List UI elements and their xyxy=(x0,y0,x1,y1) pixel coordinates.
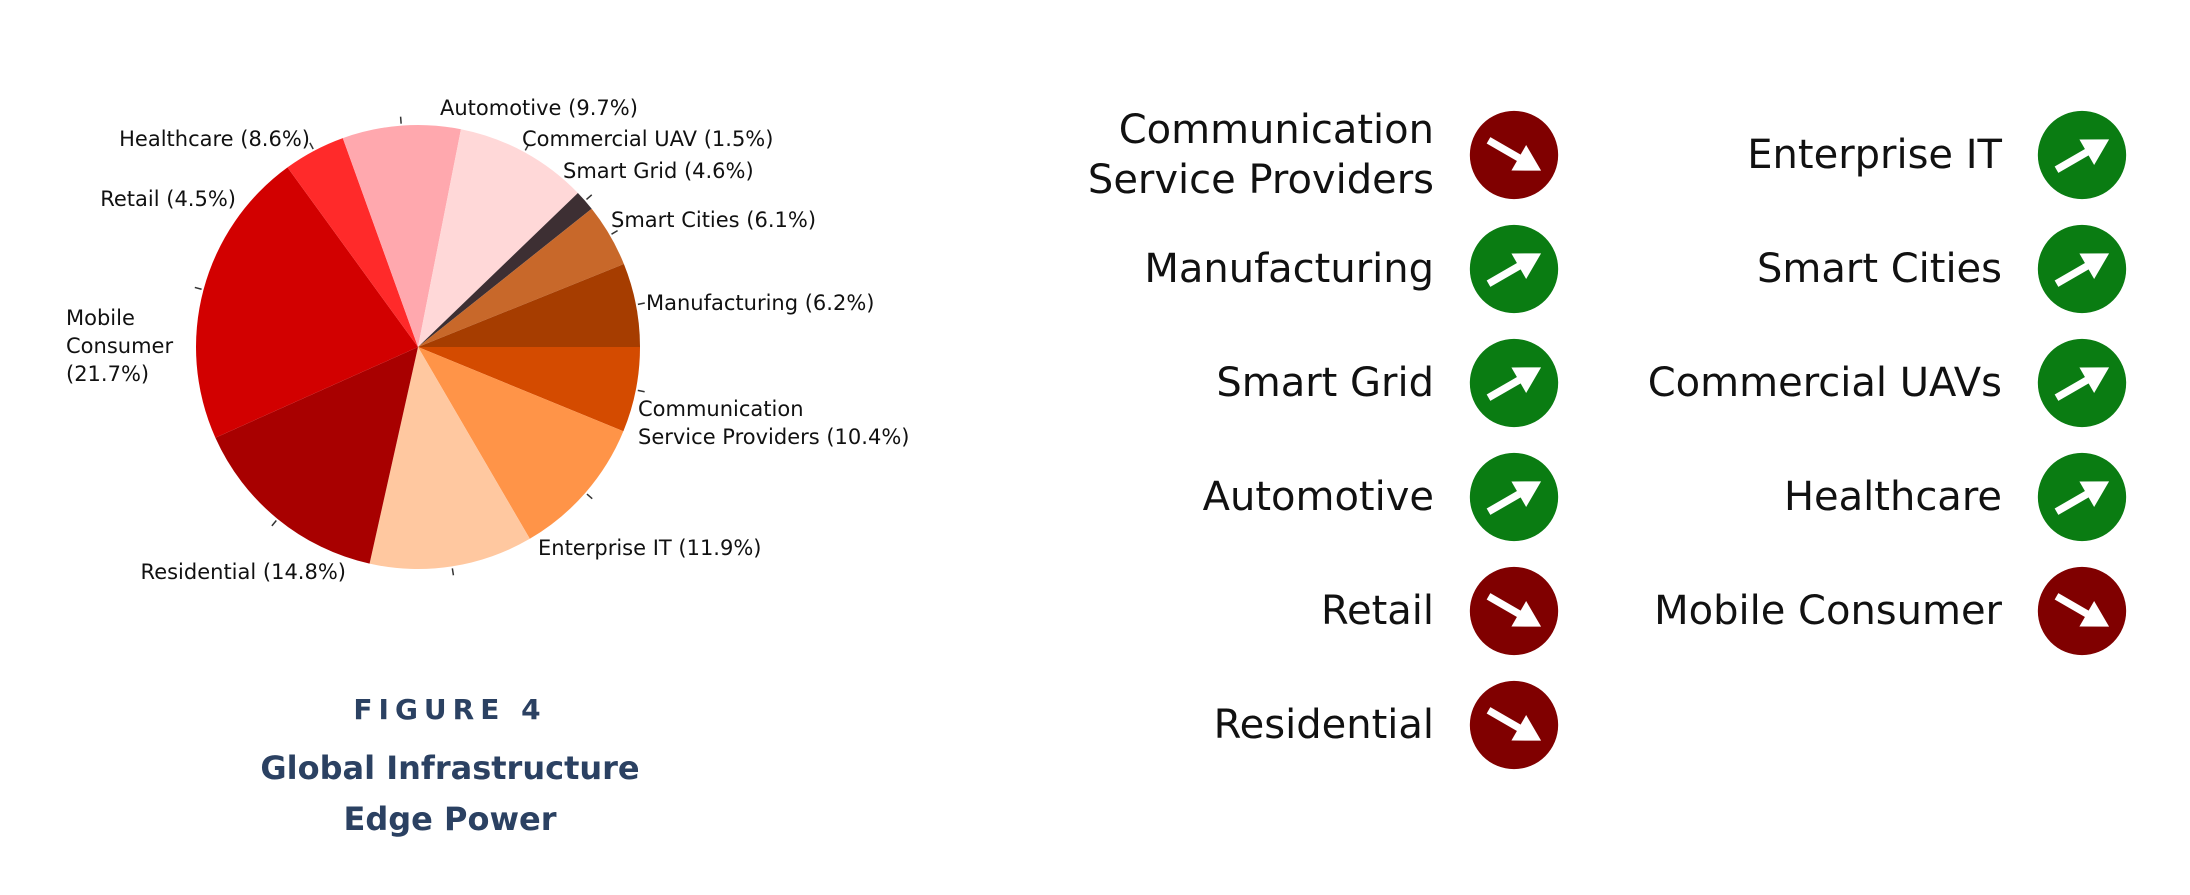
trend-item: Communication Service Providers xyxy=(1088,105,1560,205)
trend-label: Retail xyxy=(1320,588,1434,634)
pie-slice xyxy=(418,129,578,347)
slice-label: Automotive (9.7%) xyxy=(440,96,638,120)
trend-item: Retail xyxy=(1321,561,1560,661)
slice-leader-line xyxy=(194,286,202,290)
arrow-up-right-icon xyxy=(2037,338,2127,428)
trend-item: Mobile Consumer xyxy=(1654,561,2128,661)
slice-label: Communication Service Providers (10.4%) xyxy=(638,397,909,449)
trend-label: Smart Cities xyxy=(1757,246,2002,292)
slice-label: Smart Cities (6.1%) xyxy=(611,208,816,232)
arrow-up-right-icon xyxy=(1469,452,1559,542)
pie-slice xyxy=(196,167,418,438)
arrow-up-right-icon xyxy=(2037,452,2127,542)
arrow-down-right-icon xyxy=(2037,566,2127,656)
slice-leader-line xyxy=(524,143,530,151)
trend-item: Smart Cities xyxy=(1757,219,2128,319)
pie-chart: Manufacturing (6.2%) Communication Service… xyxy=(66,96,909,584)
trend-label: Smart Grid xyxy=(1216,360,1434,406)
slice-label: Healthcare (8.6%) xyxy=(119,127,310,151)
trend-item: Commercial UAVs xyxy=(1648,333,2128,433)
pie-slice xyxy=(287,138,418,347)
slice-label: Retail (4.5%) xyxy=(100,187,236,211)
trend-item: Manufacturing xyxy=(1144,219,1560,319)
trend-label: Manufacturing xyxy=(1144,246,1434,292)
pie-slice xyxy=(418,347,624,539)
slice-leader-line xyxy=(611,230,618,235)
pie-slice xyxy=(215,347,418,564)
slice-label: Enterprise IT (11.9%) xyxy=(538,536,762,560)
arrow-up-right-icon xyxy=(1469,338,1559,428)
pie-slice xyxy=(418,263,640,347)
slice-leader-line xyxy=(586,493,593,500)
pie-slice xyxy=(418,208,624,347)
slice-label: Manufacturing (6.2%) xyxy=(646,291,874,315)
slice-leader-line xyxy=(399,116,402,124)
trend-item: Smart Grid xyxy=(1216,333,1560,433)
arrow-down-right-icon xyxy=(1469,110,1559,200)
slice-leader-line xyxy=(585,194,593,200)
trend-label: Enterprise IT xyxy=(1747,132,2002,178)
trend-item: Healthcare xyxy=(1784,447,2128,547)
arrow-up-right-icon xyxy=(2037,110,2127,200)
slice-label: Smart Grid (4.6%) xyxy=(563,159,754,183)
trend-label: Automotive xyxy=(1202,474,1434,520)
slice-leader-line xyxy=(637,302,645,306)
arrow-up-right-icon xyxy=(2037,224,2127,314)
slice-label: Residential (14.8%) xyxy=(141,560,346,584)
pie-slice xyxy=(418,347,640,432)
pie-slice xyxy=(369,347,530,569)
trend-label: Communication Service Providers xyxy=(1087,107,1434,203)
trend-label: Healthcare xyxy=(1783,474,2002,520)
trend-label: Mobile Consumer xyxy=(1654,588,2002,634)
figure-title: Global Infrastructure Edge Power xyxy=(260,749,640,838)
pie-slice xyxy=(342,124,461,347)
slice-leader-line xyxy=(309,142,314,150)
slice-leader-line xyxy=(451,568,455,576)
pie-slice xyxy=(418,193,592,347)
slice-leader-line xyxy=(271,520,277,527)
trend-label: Commercial UAVs xyxy=(1647,360,2002,406)
trend-item: Automotive xyxy=(1203,447,1560,547)
slice-leader-line xyxy=(637,389,645,393)
arrow-up-right-icon xyxy=(1469,224,1559,314)
slice-label: Commercial UAV (1.5%) xyxy=(522,127,773,151)
arrow-down-right-icon xyxy=(1469,680,1559,770)
figure-number: FIGURE 4 xyxy=(353,693,547,726)
trend-label: Residential xyxy=(1213,702,1434,748)
trend-item: Residential xyxy=(1214,675,1560,775)
trend-item: Enterprise IT xyxy=(1747,105,2128,205)
arrow-down-right-icon xyxy=(1469,566,1559,656)
slice-label: Mobile Consumer (21.7%) xyxy=(66,306,173,386)
